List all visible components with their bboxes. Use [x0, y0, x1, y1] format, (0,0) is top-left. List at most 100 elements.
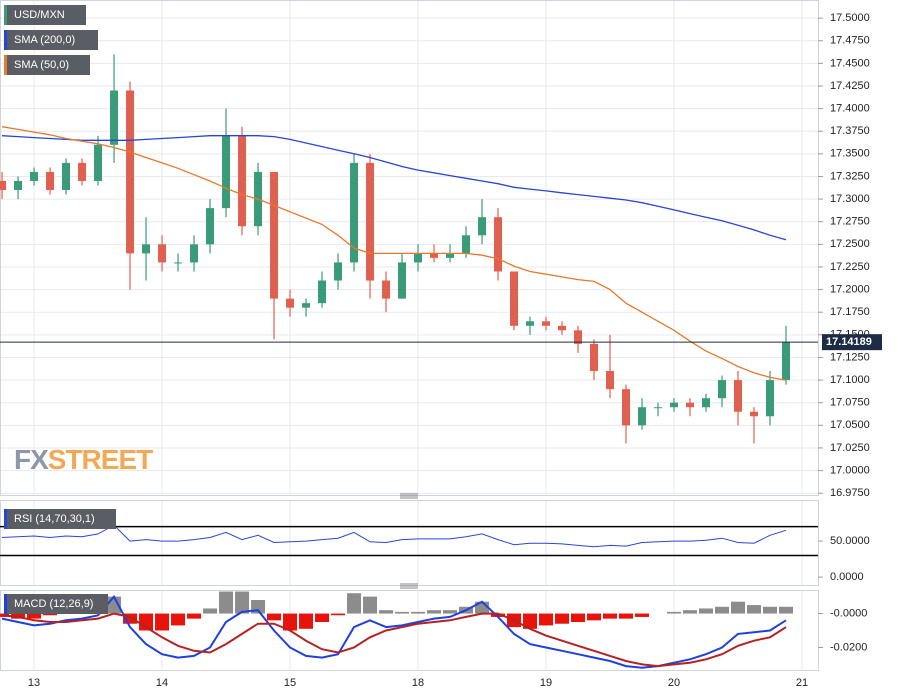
y-tick-label: 17.1750	[830, 306, 870, 318]
histogram-bar	[299, 613, 314, 629]
histogram-bar	[43, 613, 58, 616]
histogram-bar	[699, 608, 714, 614]
histogram-bar	[187, 613, 202, 619]
candle-body	[638, 407, 647, 426]
candle-body	[350, 162, 359, 263]
y-tick-label: 17.2750	[830, 216, 870, 228]
histogram-bar	[571, 613, 586, 623]
candle-body	[238, 135, 247, 227]
panel-frame	[0, 0, 819, 496]
legend-swatch	[4, 55, 7, 75]
watermark-part: STREET	[48, 444, 153, 475]
macd-line	[1, 612, 787, 668]
candle-body	[158, 244, 167, 263]
candle-body	[78, 162, 87, 181]
candle-body	[190, 244, 199, 263]
candle-body	[510, 271, 519, 326]
candle-body	[782, 342, 791, 381]
x-tick-label: 21	[796, 677, 808, 689]
y-tick-label: 17.5000	[830, 12, 870, 24]
y-tick-label: 17.1250	[830, 351, 870, 363]
histogram-bar	[379, 610, 394, 614]
y-tick-label: 17.3500	[830, 148, 870, 160]
histogram-bar	[315, 613, 330, 623]
histogram-bar	[619, 613, 634, 619]
y-tick-label: -0.0200	[830, 641, 867, 653]
candle-body	[382, 280, 391, 299]
histogram-bar	[155, 613, 170, 631]
candle-body	[142, 244, 151, 254]
y-tick-label: 17.0000	[830, 464, 870, 476]
candle-body	[286, 298, 295, 308]
y-tick-label: 17.2000	[830, 283, 870, 295]
legend-swatch	[4, 5, 7, 25]
candle-body	[62, 162, 71, 191]
histogram-bar	[267, 613, 282, 621]
candle-body	[270, 171, 279, 299]
histogram-bar	[427, 610, 442, 614]
y-tick-label: 17.0250	[830, 442, 870, 454]
candle-body	[702, 398, 711, 408]
candle-body	[318, 280, 327, 304]
candle-body	[30, 171, 39, 181]
candle-body	[478, 217, 487, 236]
legend-label: RSI (14,70,30,1)	[14, 513, 95, 525]
histogram-bar	[203, 608, 218, 614]
candle-body	[446, 253, 455, 258]
candle-body	[718, 380, 727, 399]
histogram-bar	[443, 610, 458, 614]
candle-body	[462, 235, 471, 254]
x-tick-label: 19	[540, 677, 552, 689]
histogram-bar	[475, 601, 490, 614]
histogram-bar	[283, 613, 298, 631]
sma-line	[1, 135, 787, 241]
candle-body	[414, 253, 423, 263]
x-tick-label: 20	[668, 677, 680, 689]
histogram-bar	[779, 606, 794, 614]
y-tick-label: 17.4500	[830, 57, 870, 69]
histogram-bar	[491, 613, 506, 617]
last-price-box	[822, 334, 882, 351]
legend-swatch	[4, 30, 7, 50]
histogram-bar	[347, 593, 362, 614]
histogram-bar	[635, 613, 650, 617]
y-tick-label: 16.9750	[830, 487, 870, 499]
candle-body	[526, 321, 535, 326]
histogram-bar	[539, 613, 554, 626]
histogram-bar	[171, 613, 186, 626]
histogram-bar	[587, 613, 602, 621]
legend-label: SMA (200,0)	[14, 34, 75, 46]
candle-body	[302, 303, 311, 308]
rsi-line	[1, 524, 787, 548]
y-tick-label: 0.0000	[830, 571, 864, 583]
candle-body	[590, 343, 599, 372]
y-tick-label: 17.0750	[830, 397, 870, 409]
legend-swatch	[4, 509, 7, 529]
histogram-bar	[603, 613, 618, 619]
histogram-bar	[219, 591, 234, 614]
candle-body	[110, 90, 119, 145]
watermark-part: FX	[14, 444, 49, 475]
candle-body	[734, 380, 743, 412]
histogram-bar	[395, 611, 410, 614]
y-tick-label: 17.4750	[830, 35, 870, 47]
y-tick-label: 17.3750	[830, 125, 870, 137]
x-tick-label: 15	[284, 677, 296, 689]
histogram-bar	[523, 613, 538, 629]
candle-body	[654, 407, 663, 409]
candle-body	[558, 325, 567, 331]
histogram-bar	[667, 611, 682, 614]
histogram-bar	[27, 613, 42, 619]
y-tick-label: 17.1000	[830, 374, 870, 386]
legend-box	[4, 55, 90, 75]
candle-body	[574, 330, 583, 344]
y-tick-label: 17.3250	[830, 170, 870, 182]
candle-body	[222, 135, 231, 209]
legend-box	[4, 5, 86, 25]
candle-body	[750, 411, 759, 417]
y-tick-label: 17.2250	[830, 261, 870, 273]
histogram-bar	[683, 610, 698, 614]
histogram-bar	[363, 596, 378, 614]
